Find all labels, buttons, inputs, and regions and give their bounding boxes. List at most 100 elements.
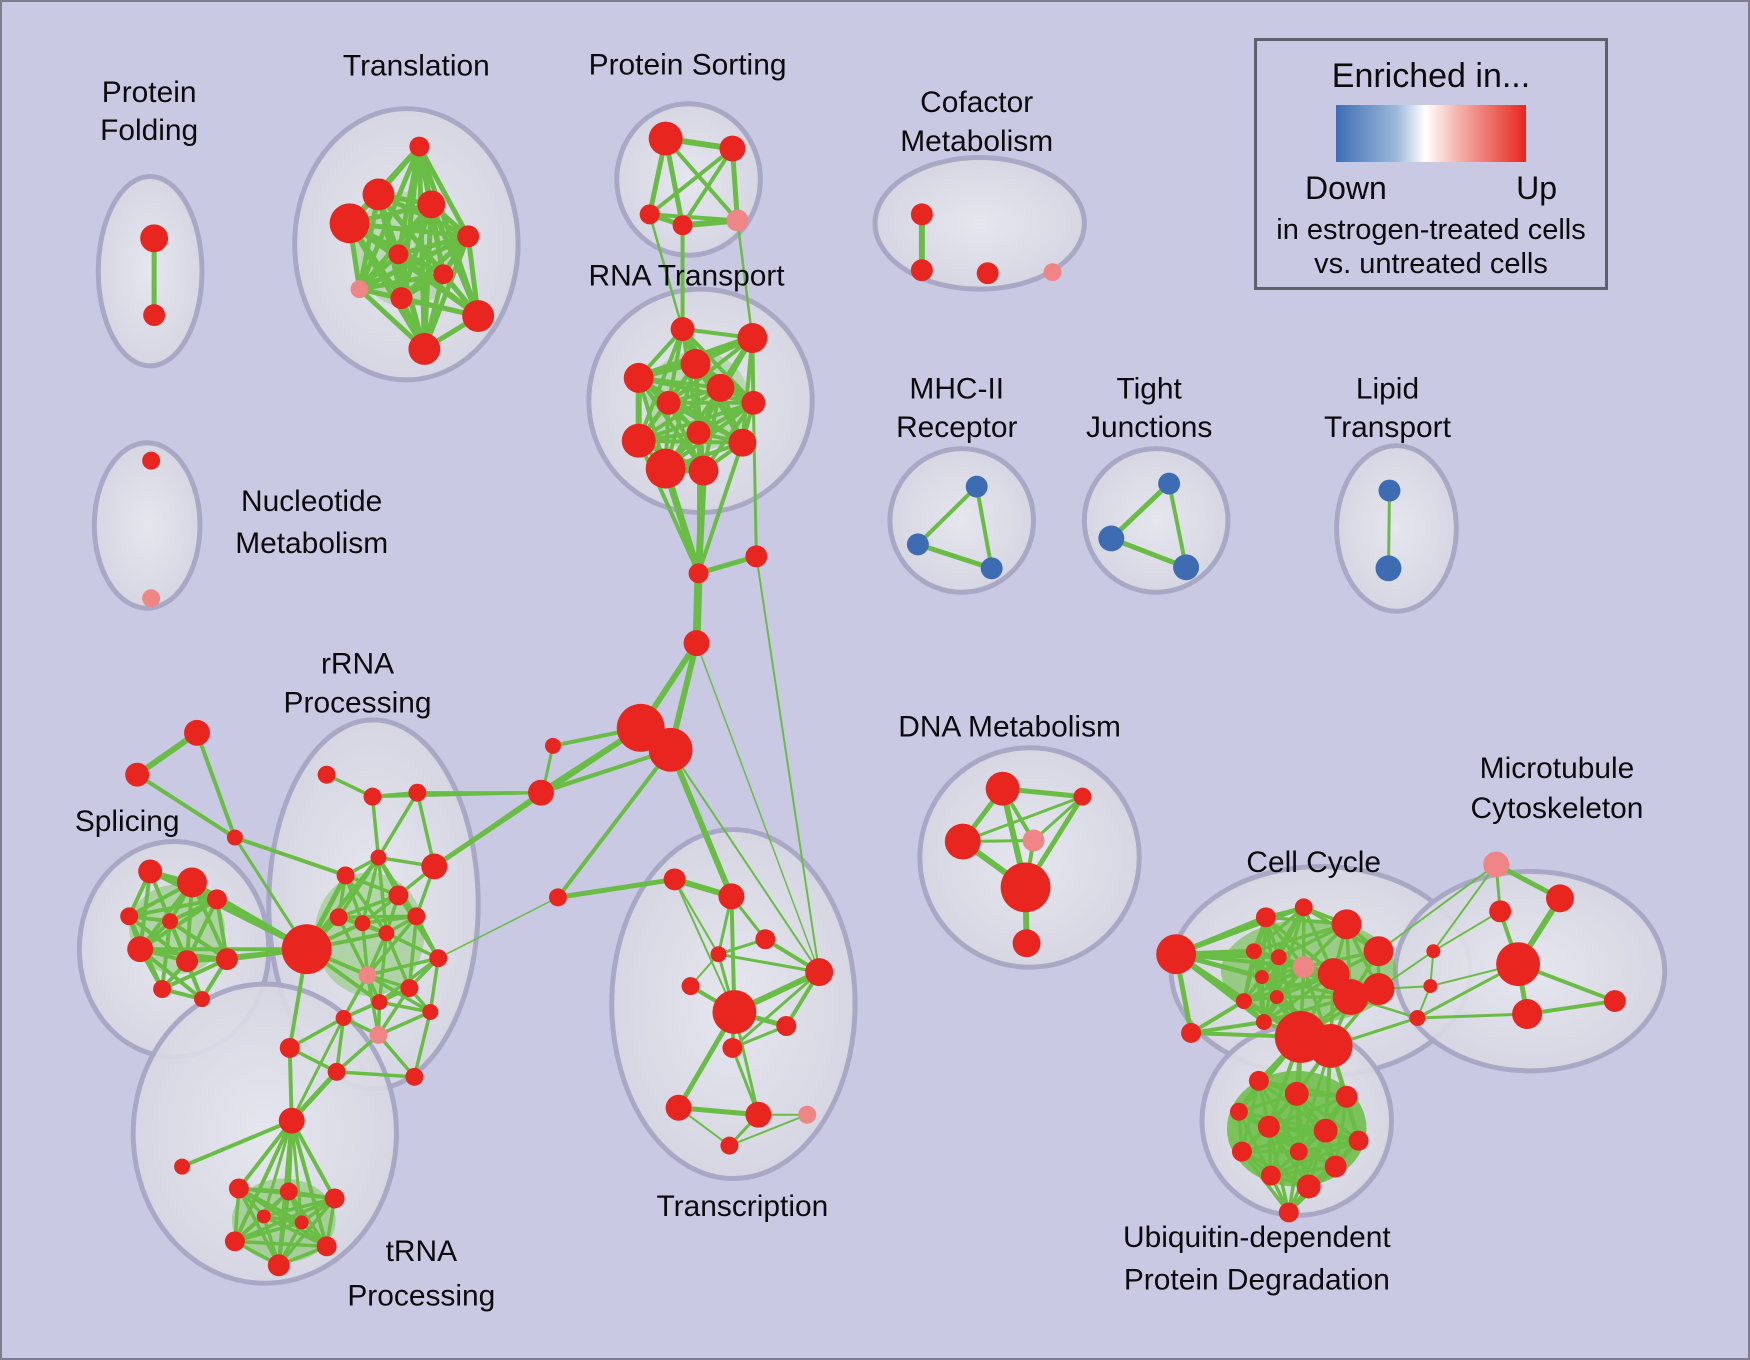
node-gene-set-up-weak[interactable] xyxy=(142,589,161,608)
node-gene-set-up[interactable] xyxy=(256,1209,271,1224)
node-gene-set-up[interactable] xyxy=(226,829,243,846)
node-gene-set-up[interactable] xyxy=(363,787,382,806)
node-gene-set-up[interactable] xyxy=(422,1004,439,1020)
node-gene-set-up[interactable] xyxy=(1409,1010,1426,1026)
node-gene-set-down[interactable] xyxy=(1375,555,1402,582)
node-gene-set-up[interactable] xyxy=(1073,787,1092,806)
node-gene-set-up[interactable] xyxy=(1254,970,1269,985)
node-gene-set-up[interactable] xyxy=(1248,1070,1269,1091)
node-gene-set-up[interactable] xyxy=(683,630,710,657)
node-gene-set-up[interactable] xyxy=(206,889,227,910)
node-gene-set-up[interactable] xyxy=(408,783,427,802)
node-gene-set-up[interactable] xyxy=(544,737,561,754)
node-gene-set-up[interactable] xyxy=(324,1188,345,1209)
node-gene-set-up[interactable] xyxy=(408,333,441,365)
node-gene-set-up[interactable] xyxy=(405,1067,424,1086)
node-gene-set-up[interactable] xyxy=(665,1094,692,1121)
node-gene-set-up[interactable] xyxy=(462,300,495,333)
node-gene-set-up[interactable] xyxy=(686,420,711,445)
node-gene-set-up[interactable] xyxy=(388,885,409,906)
node-gene-set-up[interactable] xyxy=(548,888,567,907)
node-gene-set-up[interactable] xyxy=(1270,949,1287,966)
node-gene-set-up[interactable] xyxy=(329,908,348,927)
node-gene-set-up[interactable] xyxy=(127,936,154,963)
node-gene-set-up[interactable] xyxy=(316,1236,337,1257)
node-gene-set-up[interactable] xyxy=(805,958,834,987)
node-gene-set-up[interactable] xyxy=(400,979,419,998)
node-gene-set-up[interactable] xyxy=(329,203,370,244)
node-gene-set-up[interactable] xyxy=(335,1010,352,1026)
node-gene-set-up[interactable] xyxy=(1012,929,1041,958)
node-gene-set-up[interactable] xyxy=(528,779,554,806)
node-gene-set-up[interactable] xyxy=(910,259,933,282)
node-gene-set-up[interactable] xyxy=(1284,1081,1309,1106)
node-gene-set-up[interactable] xyxy=(720,1136,739,1155)
node-gene-set-up[interactable] xyxy=(663,868,686,891)
node-gene-set-up[interactable] xyxy=(140,224,169,253)
node-gene-set-up[interactable] xyxy=(279,1037,300,1058)
node-gene-set-up[interactable] xyxy=(1489,900,1512,923)
node-gene-set-up[interactable] xyxy=(142,451,161,470)
node-gene-set-up[interactable] xyxy=(1348,1130,1369,1151)
node-gene-set-up-weak[interactable] xyxy=(726,209,749,232)
node-gene-set-up[interactable] xyxy=(1363,936,1394,967)
node-gene-set-up[interactable] xyxy=(421,853,448,880)
node-gene-set-up[interactable] xyxy=(639,204,660,225)
node-gene-set-up[interactable] xyxy=(621,423,656,458)
node-gene-set-up[interactable] xyxy=(1255,907,1276,928)
node-gene-set-up[interactable] xyxy=(1235,993,1252,1010)
node-gene-set-down[interactable] xyxy=(1158,472,1181,495)
node-gene-set-up[interactable] xyxy=(354,915,371,932)
node-gene-set-up[interactable] xyxy=(1308,1023,1353,1068)
node-gene-set-up[interactable] xyxy=(362,178,395,211)
node-gene-set-up[interactable] xyxy=(1335,1085,1358,1108)
node-gene-set-up[interactable] xyxy=(745,545,768,568)
node-gene-set-up[interactable] xyxy=(1496,942,1541,987)
node-gene-set-up[interactable] xyxy=(648,121,683,156)
node-gene-set-up[interactable] xyxy=(1260,1165,1281,1186)
node-gene-set-up-weak[interactable] xyxy=(1292,956,1315,979)
node-gene-set-up[interactable] xyxy=(718,883,745,910)
node-gene-set-up[interactable] xyxy=(215,948,238,971)
node-gene-set-up[interactable] xyxy=(279,1182,298,1201)
node-gene-set-down[interactable] xyxy=(980,557,1003,580)
node-gene-set-up[interactable] xyxy=(317,765,336,784)
node-gene-set-up[interactable] xyxy=(710,946,727,963)
node-gene-set-up[interactable] xyxy=(390,287,413,310)
node-gene-set-up[interactable] xyxy=(1255,1014,1272,1030)
node-gene-set-up[interactable] xyxy=(670,317,695,341)
node-gene-set-up[interactable] xyxy=(228,1178,249,1199)
node-gene-set-up[interactable] xyxy=(1229,1102,1248,1121)
node-gene-set-down[interactable] xyxy=(965,475,988,498)
node-gene-set-up[interactable] xyxy=(162,913,179,930)
node-gene-set-up[interactable] xyxy=(688,563,709,584)
node-gene-set-up[interactable] xyxy=(281,924,332,975)
node-gene-set-up[interactable] xyxy=(1231,1141,1252,1162)
node-gene-set-up[interactable] xyxy=(755,929,776,950)
node-gene-set-up[interactable] xyxy=(648,727,693,772)
node-gene-set-up[interactable] xyxy=(336,866,355,885)
node-gene-set-down[interactable] xyxy=(1098,525,1125,552)
node-gene-set-up[interactable] xyxy=(722,1037,743,1058)
node-gene-set-up[interactable] xyxy=(176,950,198,973)
node-gene-set-up[interactable] xyxy=(1294,898,1313,917)
node-gene-set-down[interactable] xyxy=(1173,554,1200,581)
node-gene-set-up[interactable] xyxy=(681,977,700,996)
node-gene-set-up[interactable] xyxy=(1289,1142,1308,1161)
node-gene-set-up-weak[interactable] xyxy=(1022,829,1045,852)
node-gene-set-up[interactable] xyxy=(1426,944,1441,959)
node-gene-set-up[interactable] xyxy=(1278,1202,1299,1223)
node-gene-set-up[interactable] xyxy=(706,373,735,402)
node-gene-set-up[interactable] xyxy=(1245,943,1262,960)
node-gene-set-up[interactable] xyxy=(177,867,207,898)
node-gene-set-up-weak[interactable] xyxy=(798,1105,817,1124)
node-gene-set-up[interactable] xyxy=(728,428,757,457)
node-gene-set-up[interactable] xyxy=(409,136,430,157)
node-gene-set-up[interactable] xyxy=(645,448,686,489)
node-gene-set-up[interactable] xyxy=(1000,862,1051,913)
node-gene-set-up[interactable] xyxy=(327,1062,346,1081)
node-gene-set-up[interactable] xyxy=(1423,979,1438,994)
node-gene-set-up[interactable] xyxy=(433,264,454,285)
node-gene-set-up[interactable] xyxy=(1313,1118,1338,1143)
